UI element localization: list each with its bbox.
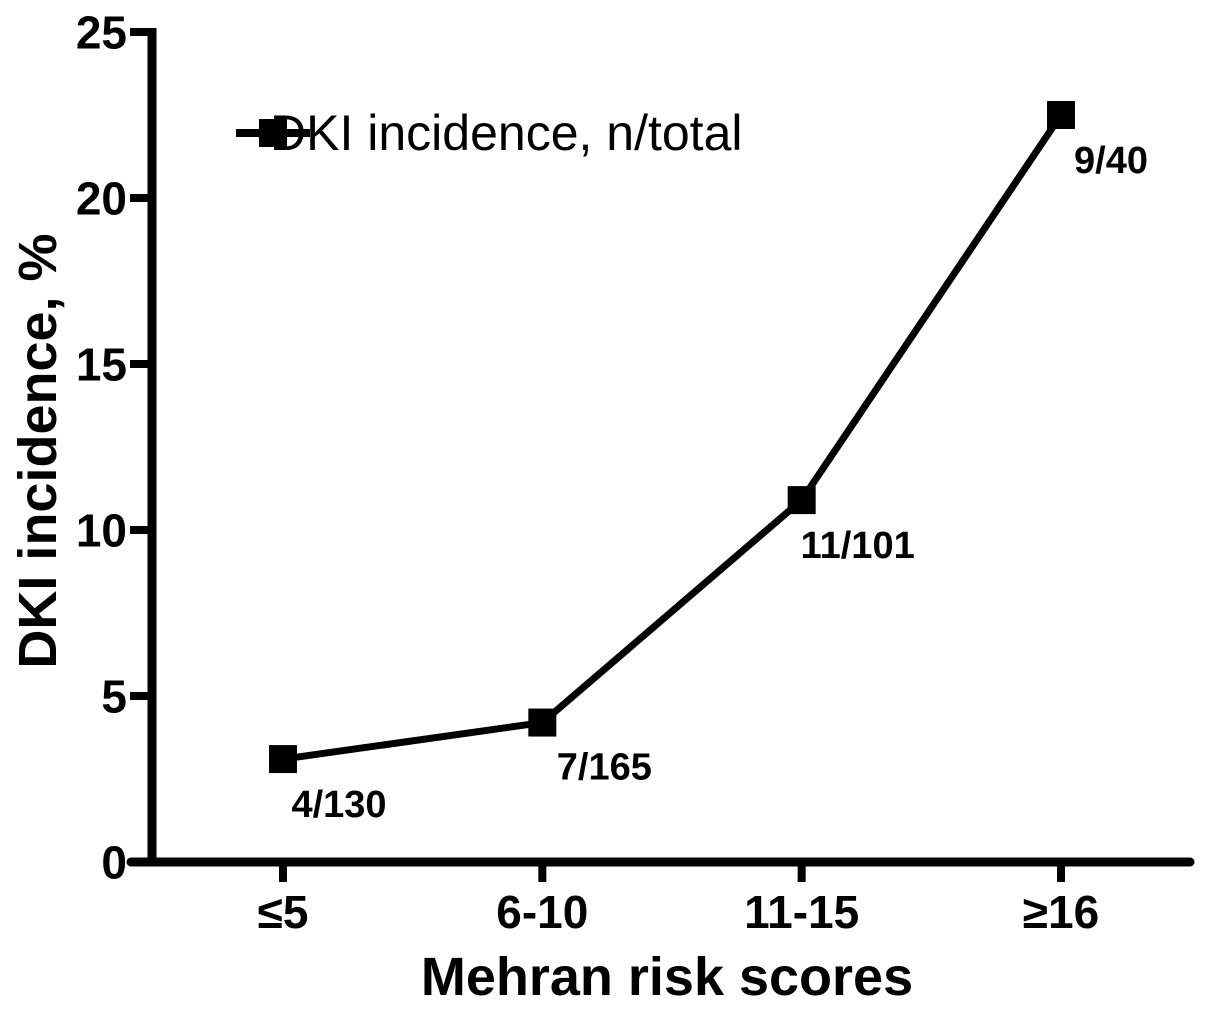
- x-tick-label: ≥16: [1023, 886, 1099, 938]
- data-point-label: 7/165: [557, 747, 652, 789]
- x-tick-label: ≤5: [258, 886, 309, 938]
- y-tick-label: 5: [101, 671, 127, 723]
- data-point-marker: [528, 708, 557, 737]
- legend: DKI incidence, n/total: [234, 103, 743, 163]
- series-line: [282, 113, 1064, 763]
- data-point-marker: [269, 745, 297, 774]
- legend-label: DKI incidence, n/total: [270, 105, 743, 161]
- data-point-label: 4/130: [291, 784, 386, 826]
- data-point-label: 11/101: [801, 525, 915, 567]
- data-point-marker: [787, 486, 816, 515]
- legend-marker-icon: [236, 119, 310, 147]
- y-tick-label: 25: [76, 7, 127, 59]
- x-tick-label: 6-10: [496, 886, 588, 938]
- y-tick-label: 20: [76, 173, 127, 225]
- y-tick-label: 15: [76, 339, 127, 391]
- x-axis-title: Mehran risk scores: [420, 947, 914, 1007]
- y-tick-label: 0: [101, 837, 127, 889]
- y-tick-label: 10: [76, 505, 127, 557]
- data-point-label: 9/40: [1074, 140, 1148, 182]
- x-tick-label: 11-15: [744, 886, 859, 938]
- data-point-marker: [1046, 101, 1075, 129]
- y-axis-title: DKI incidence, %: [8, 233, 68, 669]
